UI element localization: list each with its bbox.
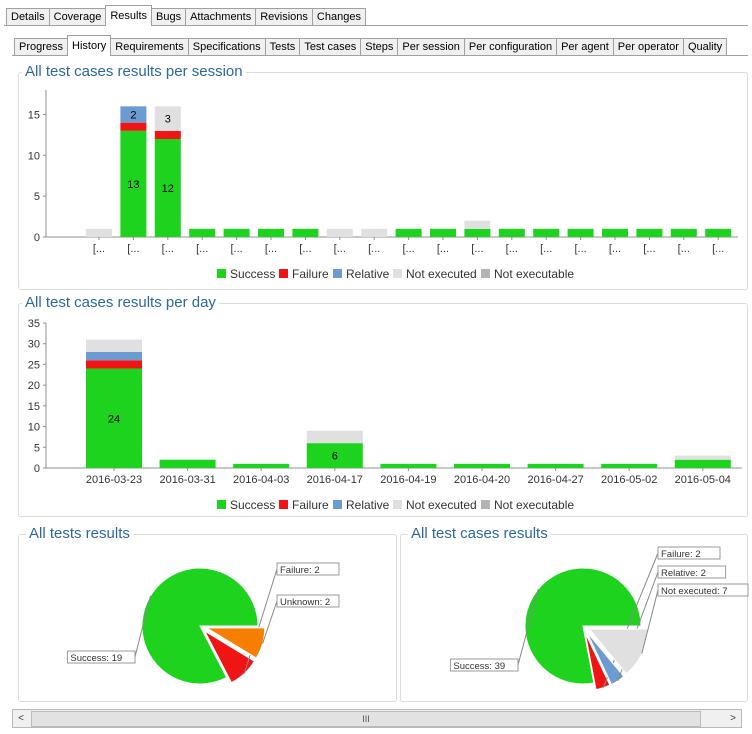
tab-attachments[interactable]: Attachments <box>185 8 257 26</box>
main-tab-bar: Details Coverage Results Bugs Attachments Rev… <box>6 5 366 26</box>
tab-coverage[interactable]: Coverage <box>48 8 107 26</box>
all-test-cases-results-panel <box>400 534 748 702</box>
per-day-panel <box>18 303 748 517</box>
all-test-cases-results-title: All test cases results <box>408 525 551 542</box>
subtab-quality[interactable]: Quality <box>682 38 728 56</box>
tab-changes[interactable]: Changes <box>311 8 366 26</box>
scroll-left-arrow-icon[interactable]: < <box>18 713 24 724</box>
all-tests-results-title: All tests results <box>26 525 133 542</box>
tab-revisions[interactable]: Revisions <box>255 8 313 26</box>
per-day-title: All test cases results per day <box>22 294 219 311</box>
subtab-history[interactable]: History <box>67 35 112 56</box>
subtab-per-agent[interactable]: Per agent <box>556 38 614 56</box>
tab-results[interactable]: Results <box>105 5 153 26</box>
subtab-steps[interactable]: Steps <box>360 38 399 56</box>
main-tab-divider <box>4 25 748 26</box>
sub-tab-divider <box>12 55 748 56</box>
tab-bugs[interactable]: Bugs <box>151 8 187 26</box>
subtab-tests[interactable]: Tests <box>264 38 301 56</box>
sub-tab-bar: Progress History Requirements Specification… <box>14 35 728 56</box>
subtab-per-session[interactable]: Per session <box>397 38 465 56</box>
subtab-specifications[interactable]: Specifications <box>187 38 266 56</box>
subtab-per-configuration[interactable]: Per configuration <box>463 38 558 56</box>
tab-details[interactable]: Details <box>6 8 50 26</box>
per-session-title: All test cases results per session <box>22 63 246 80</box>
all-tests-results-panel <box>18 534 397 702</box>
subtab-per-operator[interactable]: Per operator <box>612 38 684 56</box>
subtab-requirements[interactable]: Requirements <box>110 38 189 56</box>
per-session-panel <box>18 72 748 290</box>
scroll-thumb[interactable]: III <box>31 711 701 727</box>
horizontal-scrollbar[interactable]: < III > <box>12 709 742 728</box>
subtab-test-cases[interactable]: Test cases <box>299 38 362 56</box>
scroll-right-arrow-icon[interactable]: > <box>730 713 736 724</box>
subtab-progress[interactable]: Progress <box>14 38 69 56</box>
